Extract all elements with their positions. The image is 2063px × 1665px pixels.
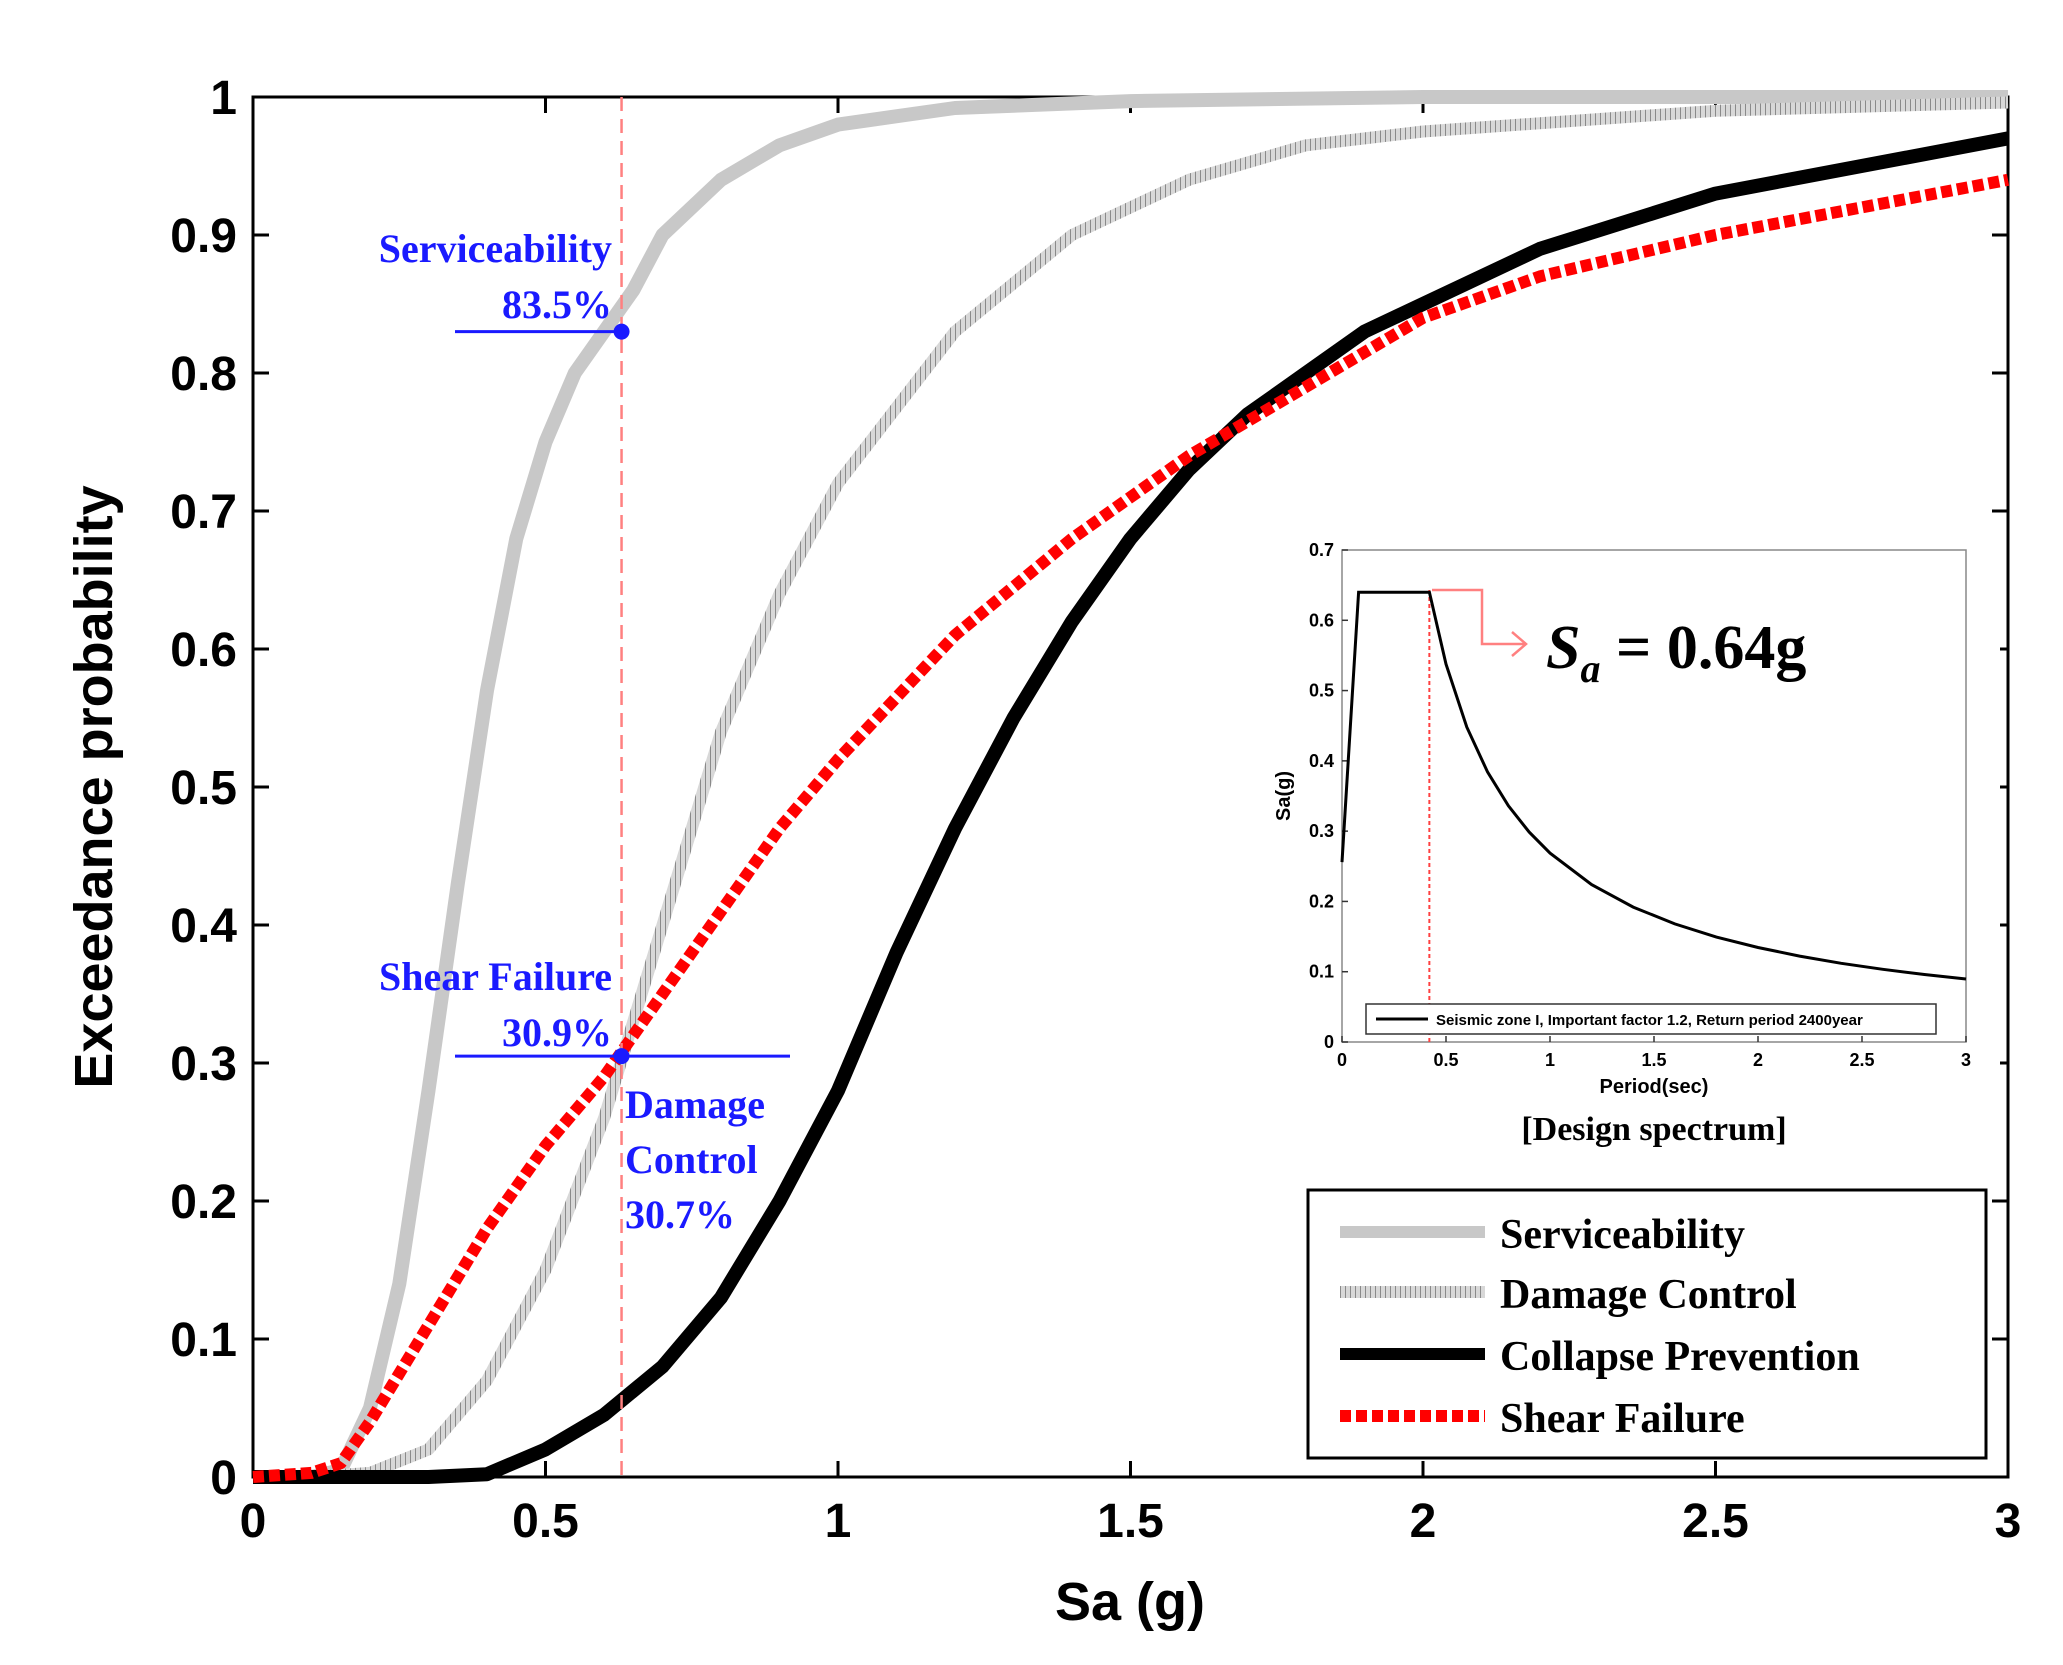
inset-series [1340,590,1967,1042]
legend-label-shear-failure: Shear Failure [1500,1396,1745,1442]
legend-label-collapse-prevention: Collapse Prevention [1500,1334,1860,1380]
legend-label-serviceability: Serviceability [1500,1212,1745,1258]
inset-x-tick-label: 3 [1961,1050,1971,1070]
inset-x-tick-label: 1.5 [1641,1050,1666,1070]
x-axis-label: Sa (g) [1055,1572,1205,1632]
annotation-serviceability-value: 83.5% [502,282,612,327]
x-tick-label: 2.5 [1682,1495,1749,1548]
main-series [252,90,2010,1484]
inset-series-line [1340,590,1967,981]
y-tick-label: 0.1 [170,1314,237,1367]
annotation-shear-point [613,1048,630,1065]
x-tick-label: 1 [825,1495,852,1548]
y-axis-label: Exceedance probability [64,485,124,1088]
inset-plot-area [1341,549,1967,1043]
y-tick-label: 0.2 [170,1176,237,1229]
annotation-shear-title: Shear Failure [379,954,612,999]
inset-legend-label: Seismic zone I, Important factor 1.2, Re… [1436,1012,1863,1029]
annotation-shear-value: 30.9% [502,1010,612,1055]
y-tick-label: 0 [210,1452,237,1505]
annotation-damage-line1: Damage [625,1082,765,1127]
annotation-serviceability-title: Serviceability [379,226,612,271]
inset-y-tick-label: 0.4 [1309,751,1334,771]
y-tick-label: 0.9 [170,210,237,263]
x-tick-label: 3 [1995,1495,2022,1548]
inset-y-tick-label: 0.3 [1309,821,1334,841]
inset-title: [Design spectrum] [1521,1111,1786,1148]
inset-x-tick-label: 1 [1545,1050,1555,1070]
legend-label-damage-control: Damage Control [1500,1272,1797,1318]
inset-y-tick-label: 0.7 [1309,540,1334,560]
series-line-damage-control [253,96,2009,1483]
x-tick-label: 0.5 [512,1495,579,1548]
inset-y-tick-label: 0 [1324,1032,1334,1052]
series-line-serviceability [253,90,2008,1484]
inset-annotation-text: Sa = 0.64g [1546,614,1806,691]
annotation-damage-value: 30.7% [625,1192,735,1237]
y-tick-label: 0.7 [170,486,237,539]
inset-x-tick-label: 2 [1753,1050,1763,1070]
inset-y-axis-label: Sa(g) [1273,771,1295,821]
y-tick-label: 0.3 [170,1038,237,1091]
inset-y-tick-label: 0.5 [1309,681,1334,701]
inset-y-tick-label: 0.2 [1309,891,1334,911]
inset-x-axis-label: Period(sec) [1600,1076,1709,1098]
inset-x-tick-label: 2.5 [1849,1050,1874,1070]
inset-x-tick-label: 0 [1337,1050,1347,1070]
inset-y-tick-label: 0.6 [1309,610,1334,630]
x-tick-label: 2 [1410,1495,1437,1548]
inset-axes: 0 0.5 1 1.5 2 2.5 3 0 0.1 0.2 0.3 0.4 0.5 0.6 0.7 [1309,540,1971,1070]
inset-x-tick-label: 0.5 [1433,1050,1458,1070]
inset-legend-box [1365,1003,1937,1035]
y-tick-label: 0.8 [170,348,237,401]
inset-annotation-arrow [1432,588,1528,657]
main-annotations [455,97,790,1477]
series-line-collapse-prevention [253,131,2010,1484]
y-tick-label: 1 [210,72,237,125]
y-tick-label: 0.4 [170,900,237,953]
x-tick-label: 1.5 [1097,1495,1164,1548]
annotation-damage-line2: Control [625,1137,758,1182]
series-line-shear-failure [252,173,2010,1483]
y-tick-label: 0.5 [170,762,237,815]
annotation-serviceability-point [613,323,630,340]
y-tick-label: 0.6 [170,624,237,677]
inset-y-tick-label: 0.1 [1309,962,1334,982]
x-tick-label: 0 [240,1495,267,1548]
main-axes: 0 0.5 1 1.5 2 2.5 3 0 0.1 0.2 0.3 0.4 0.5 0.6 0.7 0.8 0.… [170,72,2021,1548]
